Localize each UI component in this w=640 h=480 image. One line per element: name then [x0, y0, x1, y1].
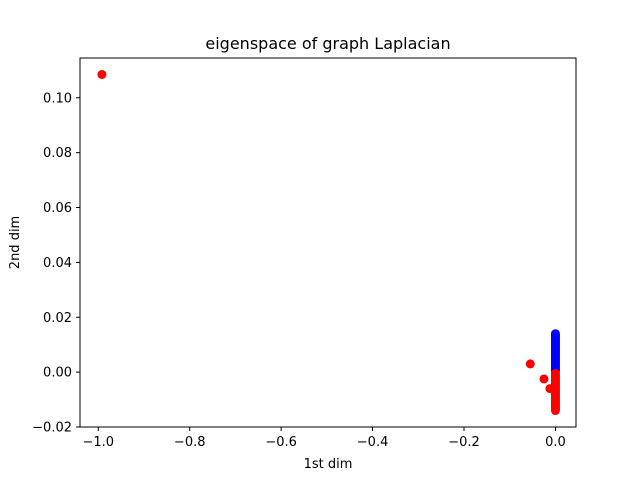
y-tick-label: 0.06 [43, 201, 72, 216]
x-axis-label: 1st dim [304, 457, 353, 472]
y-tick-label: 0.04 [43, 256, 72, 271]
x-tick-label: −0.4 [357, 435, 389, 450]
data-points [97, 69, 560, 416]
y-tick-label: −0.02 [32, 421, 72, 436]
y-axis-label: 2nd dim [8, 216, 23, 269]
y-tick-label: 0.00 [43, 366, 72, 381]
y-axis: −0.02 0.00 0.02 0.04 0.06 0.08 0.10 [32, 91, 80, 436]
data-point [550, 406, 560, 416]
data-point [550, 329, 560, 339]
y-tick-label: 0.08 [43, 146, 72, 161]
x-tick-label: −0.8 [174, 435, 206, 450]
data-point [539, 374, 549, 384]
x-tick-label: −1.0 [82, 435, 114, 450]
x-axis: −1.0 −0.8 −0.6 −0.4 −0.2 0.0 [82, 427, 566, 450]
data-point [97, 69, 107, 79]
x-tick-label: −0.2 [448, 435, 480, 450]
chart-title: eigenspace of graph Laplacian [205, 34, 450, 53]
x-tick-label: −0.6 [265, 435, 297, 450]
y-tick-label: 0.10 [43, 91, 72, 106]
plot-frame [79, 57, 577, 428]
y-tick-label: 0.02 [43, 311, 72, 326]
x-tick-label: 0.0 [545, 435, 566, 450]
data-point [525, 359, 535, 369]
